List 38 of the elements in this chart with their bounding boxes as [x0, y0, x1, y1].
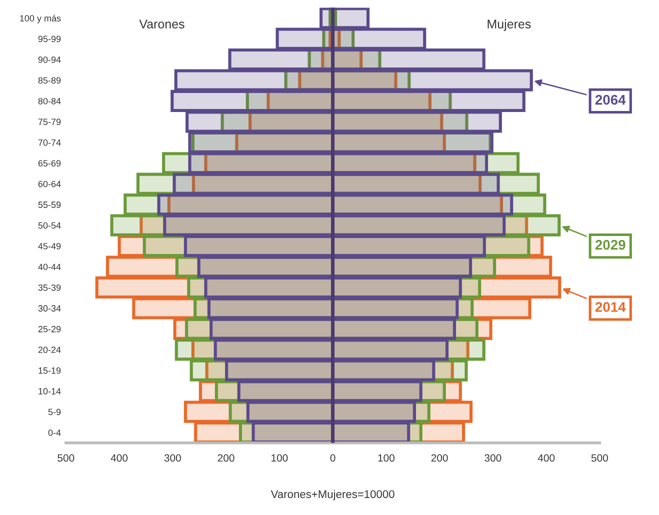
y-tick-label: 35-39 — [38, 284, 61, 291]
text: 2064 — [595, 94, 626, 105]
x-tick-label: 500 — [58, 454, 74, 462]
x-tick-label: 300 — [484, 454, 502, 462]
annotation: Varones — [139, 20, 184, 28]
y-tick-label: 20-24 — [38, 346, 61, 354]
text: 2014 — [595, 302, 626, 312]
x-tick-label: 400 — [110, 454, 128, 462]
x-tick-label: 0 — [330, 454, 336, 462]
y-tick-label: 60-64 — [38, 180, 61, 188]
y-tick-label: 45-49 — [38, 243, 61, 250]
y-tick-label: 80-84 — [38, 98, 61, 104]
y-tick-label: 100 y más — [20, 14, 61, 24]
x-tick-label: 300 — [164, 454, 181, 462]
y-tick-label: 25-29 — [38, 326, 61, 332]
x-tick-label: 500 — [591, 454, 608, 462]
y-tick-label: 15-19 — [38, 367, 61, 374]
y-tick-label: 75-79 — [38, 118, 61, 126]
y-tick-label: 5-9 — [48, 408, 61, 416]
y-tick-label: 55-59 — [38, 202, 61, 208]
x-tick-label: 200 — [431, 454, 448, 462]
x-tick-label: 100 — [272, 454, 288, 462]
y-tick-label: 70-74 — [38, 139, 61, 146]
x-tick-label: 200 — [218, 454, 234, 462]
annotation: Mujeres — [488, 19, 531, 31]
y-tick-label: 95-99 — [38, 36, 61, 42]
x-tick-label: 100 — [378, 454, 394, 462]
y-tick-label: 40-44 — [38, 264, 61, 270]
text: 2029 — [595, 240, 626, 250]
y-tick-label: 65-69 — [38, 160, 61, 167]
x-tick-label: 400 — [538, 454, 555, 462]
y-tick-label: 90-94 — [38, 56, 61, 63]
y-tick-label: 30-34 — [38, 305, 61, 312]
text: Varones+Mujeres=10000 — [270, 490, 394, 500]
y-tick-label: 85-89 — [38, 77, 61, 84]
y-tick-label: 50-54 — [38, 222, 61, 229]
y-tick-label: 0-4 — [48, 430, 61, 436]
y-tick-label: 10-14 — [38, 388, 61, 394]
